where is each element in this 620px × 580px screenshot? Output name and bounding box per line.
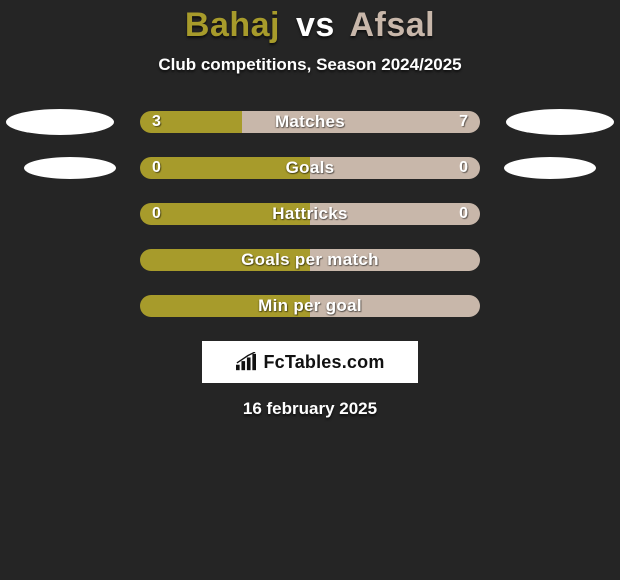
player-ellipse-right bbox=[506, 109, 614, 135]
stat-bar: 37Matches bbox=[140, 111, 480, 133]
source-logo: FcTables.com bbox=[202, 341, 418, 383]
stat-row: Min per goal bbox=[0, 295, 620, 317]
title-mid: vs bbox=[296, 6, 335, 44]
stat-label: Matches bbox=[140, 111, 480, 133]
title-left: Bahaj bbox=[185, 6, 280, 44]
title-right: Afsal bbox=[349, 6, 435, 44]
player-ellipse-left bbox=[6, 109, 114, 135]
stat-row: 37Matches bbox=[0, 111, 620, 133]
page-title: Bahaj vs Afsal bbox=[0, 0, 620, 45]
player-ellipse-right bbox=[504, 157, 596, 179]
player-ellipse-left bbox=[24, 157, 116, 179]
bar-chart-icon bbox=[235, 352, 257, 372]
stat-row: 00Hattricks bbox=[0, 203, 620, 225]
stat-bar: Min per goal bbox=[140, 295, 480, 317]
date: 16 february 2025 bbox=[0, 399, 620, 419]
stat-label: Goals bbox=[140, 157, 480, 179]
stat-label: Hattricks bbox=[140, 203, 480, 225]
stat-row: Goals per match bbox=[0, 249, 620, 271]
stat-bar: 00Hattricks bbox=[140, 203, 480, 225]
stat-label: Goals per match bbox=[140, 249, 480, 271]
subtitle: Club competitions, Season 2024/2025 bbox=[0, 55, 620, 75]
stat-bar: 00Goals bbox=[140, 157, 480, 179]
stat-label: Min per goal bbox=[140, 295, 480, 317]
logo-text: FcTables.com bbox=[263, 352, 384, 373]
stats-rows: 37Matches 00Goals 00Hattricks Goals per mat… bbox=[0, 111, 620, 317]
stat-row: 00Goals bbox=[0, 157, 620, 179]
stat-bar: Goals per match bbox=[140, 249, 480, 271]
